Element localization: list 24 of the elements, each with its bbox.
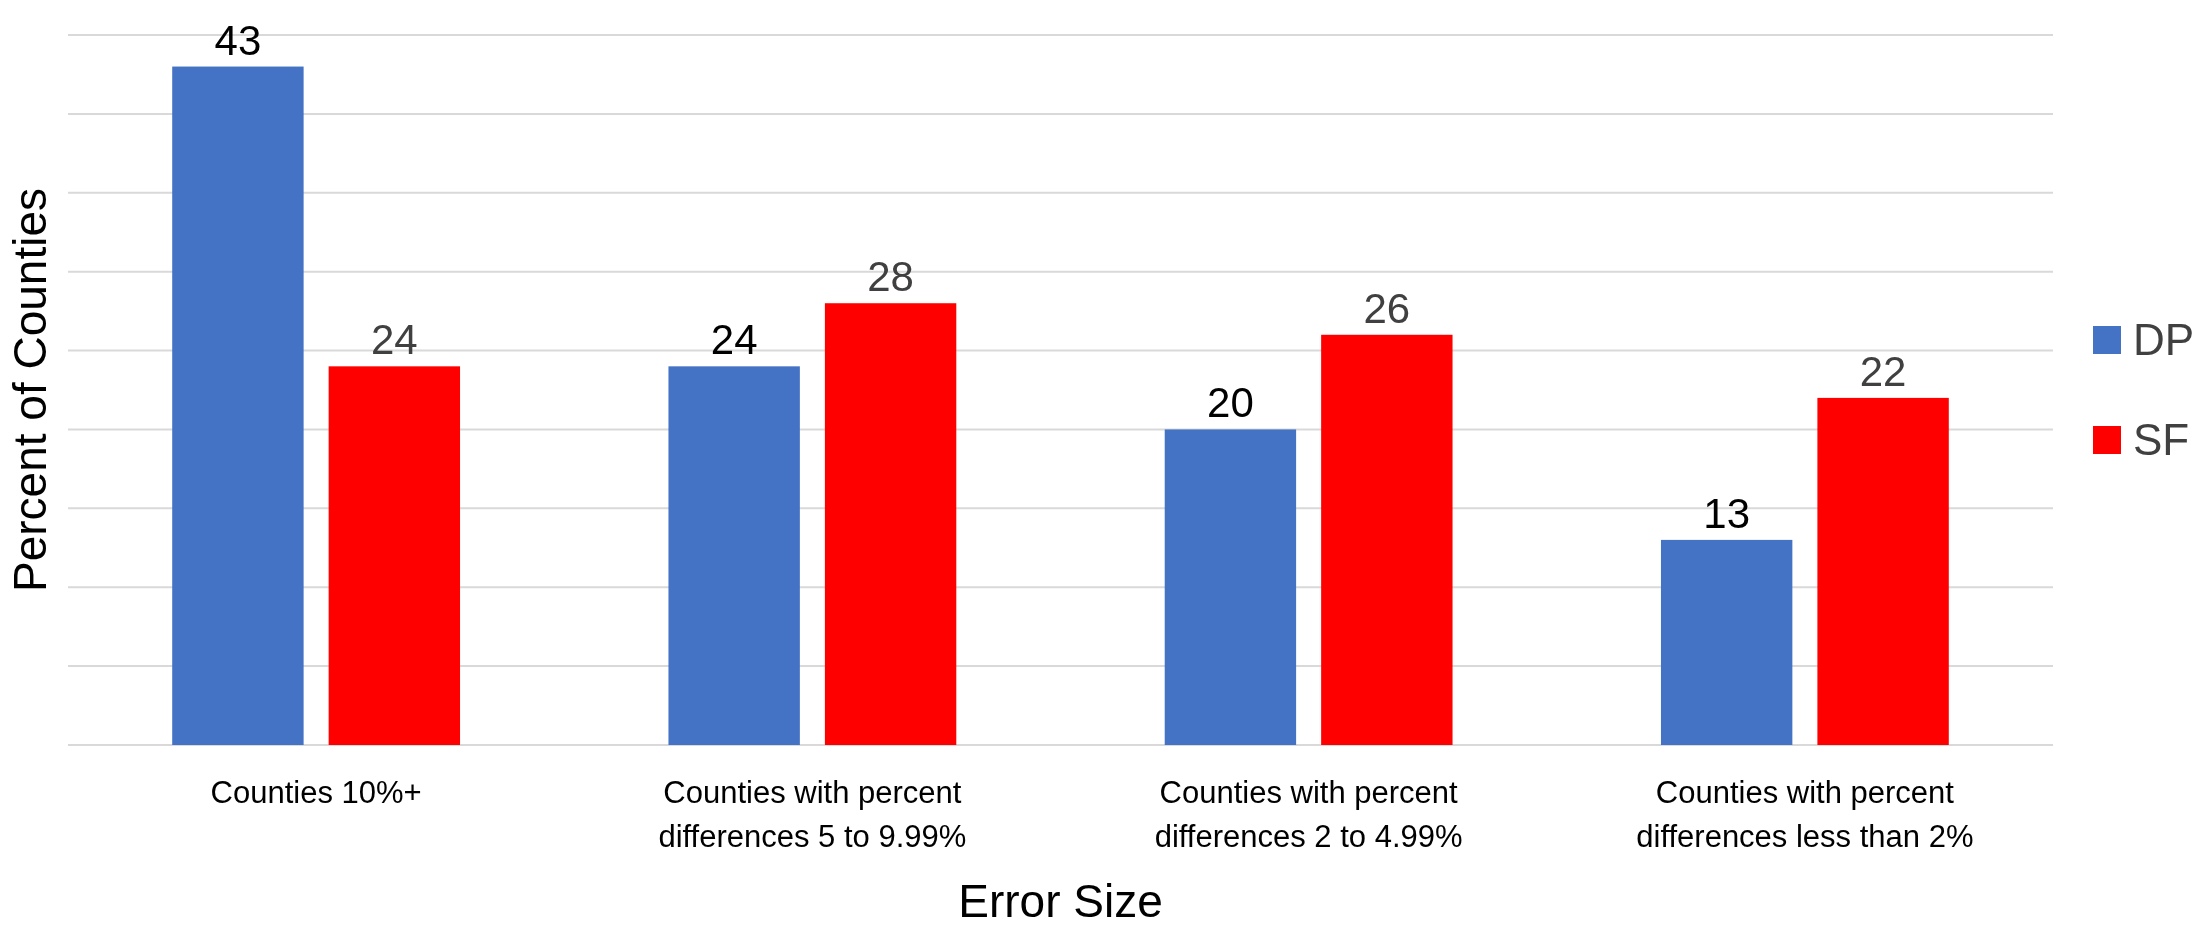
bar	[824, 303, 957, 745]
x-tick-label: Counties 10%+	[210, 775, 422, 810]
data-label: 20	[1207, 379, 1254, 427]
bar	[668, 366, 800, 745]
bar	[1660, 539, 1793, 745]
data-label: 24	[710, 316, 758, 364]
x-tick-label: Counties with percent differences 2 to 4.99%	[1154, 775, 1463, 854]
bar	[1817, 397, 1949, 745]
bar	[1321, 334, 1453, 745]
x-axis-title: Error Size	[958, 875, 1163, 927]
data-label: 43	[214, 16, 262, 64]
bar	[172, 66, 304, 745]
data-label: 13	[1703, 489, 1751, 537]
x-tick-label: Counties with percent differences 5 to 9.99%	[658, 775, 967, 854]
data-label: 28	[867, 253, 914, 301]
legend-label: SF	[2133, 415, 2190, 465]
data-label: 26	[1363, 284, 1411, 332]
data-label: 22	[1859, 347, 1907, 395]
y-axis-title: Percent of Counties	[4, 187, 56, 593]
legend-label: DP	[2133, 315, 2195, 365]
bar	[328, 366, 461, 745]
bar	[1164, 429, 1297, 745]
data-label: 24	[370, 316, 418, 364]
x-tick-label: Counties with percent differences less than 2%	[1636, 775, 1974, 854]
